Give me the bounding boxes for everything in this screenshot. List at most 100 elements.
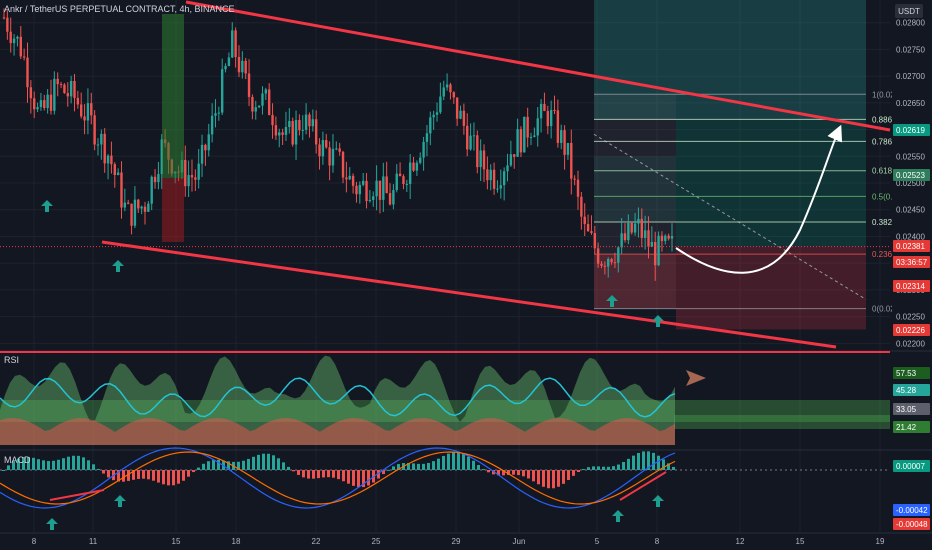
up-arrow-icon <box>612 510 624 522</box>
candle-body <box>442 87 445 97</box>
macd-histogram-bar <box>97 468 100 470</box>
candle-body <box>267 89 271 115</box>
signal-line <box>0 451 676 505</box>
candle-body <box>573 178 576 180</box>
candle-body <box>576 179 580 197</box>
macd-histogram-bar <box>507 470 510 475</box>
candle-body <box>341 151 345 178</box>
candle-body <box>546 110 549 127</box>
macd-histogram-bar <box>242 460 245 470</box>
macd-histogram-bar <box>292 470 295 472</box>
candle-body <box>335 148 338 150</box>
time-axis[interactable]: 8 11 15 18 22 25 29 Jun 5 8 12 15 19 <box>0 532 932 546</box>
macd-histogram-bar <box>617 464 620 470</box>
time-tick-label: 15 <box>172 537 181 546</box>
candle-body <box>96 144 100 146</box>
candle-body <box>382 176 385 200</box>
signal-arrows <box>41 200 706 530</box>
candle-body <box>489 169 492 181</box>
candle-body <box>664 235 667 242</box>
macd-histogram-bar <box>182 470 185 481</box>
macd-histogram-bar <box>347 470 350 484</box>
buy-zone-green <box>162 14 184 178</box>
macd-value-badge <box>893 518 930 530</box>
candle-body <box>657 235 660 266</box>
candle-body <box>549 109 553 127</box>
macd-histogram-bar <box>137 470 140 479</box>
rsi-pane <box>0 351 890 445</box>
chart-title: Ankr / TetherUS PERPETUAL CONTRACT, 4h, … <box>4 4 235 14</box>
macd-histogram-bar <box>397 464 400 470</box>
macd-histogram-bar <box>282 462 285 470</box>
profit-zone <box>676 119 866 247</box>
macd-histogram-bar <box>117 470 120 482</box>
macd-histogram-bar <box>517 470 520 476</box>
macd-histogram-bar <box>237 461 240 470</box>
price-label-badge <box>893 124 930 136</box>
candle-body <box>385 176 388 194</box>
price-tick-label: 0.02250 <box>896 313 925 322</box>
candle-body <box>355 185 358 195</box>
candle-body <box>422 141 425 158</box>
macd-histogram-bar <box>417 463 420 470</box>
macd-histogram-bar <box>62 458 65 470</box>
macd-histogram-bar <box>77 455 80 470</box>
candle-body <box>590 231 593 234</box>
candle-body <box>160 139 163 175</box>
projection-arrow <box>675 124 843 274</box>
candle-body <box>294 119 298 145</box>
channel-upper-line[interactable] <box>185 0 891 132</box>
macd-histogram-bar <box>602 466 605 470</box>
macd-histogram-bar <box>482 469 485 471</box>
price-axis-bg[interactable] <box>892 0 932 550</box>
candle-body <box>469 135 472 150</box>
price-axis-labels: 0.02619 0.02523 0.02381 03:36:57 0.02314 0.02… <box>893 124 930 336</box>
candle-body <box>12 38 16 44</box>
candle-body <box>304 114 308 130</box>
macd-histogram-bar <box>392 466 395 470</box>
macd-histogram-bar <box>307 470 310 479</box>
channel-lower-line[interactable] <box>101 240 837 349</box>
time-tick-label: 15 <box>796 537 805 546</box>
candle-body <box>76 97 80 105</box>
candle-body <box>405 183 409 185</box>
time-tick-label: 12 <box>736 537 745 546</box>
channel <box>101 0 891 349</box>
candle-body <box>660 235 664 242</box>
macd-histogram-bar <box>422 463 425 470</box>
candle-body <box>29 87 33 99</box>
macd-histogram-bar <box>197 467 200 470</box>
candle-body <box>288 121 291 128</box>
macd-histogram-bar <box>277 458 280 470</box>
fib-level-label: 0.886(0.0 <box>872 115 906 124</box>
macd-histogram-bar <box>522 470 525 477</box>
candle-body <box>59 84 63 86</box>
macd-histogram-bar <box>172 470 175 486</box>
time-tick-label: Jun <box>513 537 526 546</box>
candle-body <box>462 110 466 126</box>
candle-body <box>499 185 503 189</box>
candle-body <box>476 135 479 168</box>
candle-body <box>623 233 627 241</box>
macd-histogram-bar <box>642 451 645 470</box>
price-tick-label: 0.02500 <box>896 179 925 188</box>
macd-histogram-bar <box>317 470 320 479</box>
candle-body <box>388 193 392 205</box>
macd-histogram-bar <box>302 470 305 478</box>
candle-body <box>308 114 311 127</box>
candle-body <box>449 84 452 93</box>
candle-body <box>100 133 103 145</box>
candle-body <box>543 103 546 111</box>
price-label-text: 0.02314 <box>896 282 925 291</box>
candle-body <box>650 241 654 247</box>
up-arrow-icon <box>112 260 124 272</box>
candle-body <box>425 133 429 142</box>
fib-level-label: 1(0.026 <box>872 90 900 99</box>
candle-body <box>647 230 650 247</box>
candle-body <box>123 202 127 208</box>
fib-level-label: 0.618(0.0 <box>872 167 906 176</box>
candle-body <box>472 135 476 137</box>
candle-body <box>234 30 237 58</box>
